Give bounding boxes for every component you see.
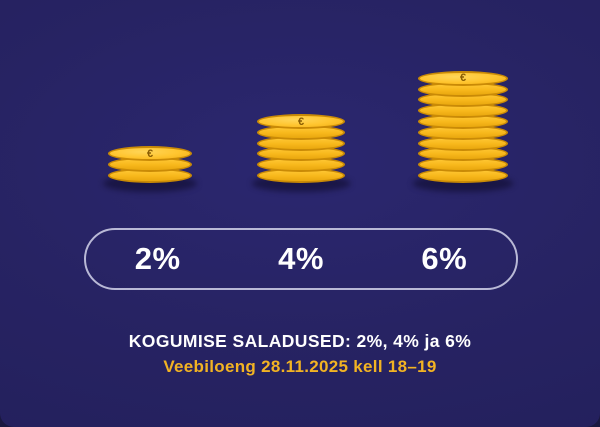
coin-stacks-illustration: € € € [0, 0, 600, 205]
coin-stack: € [102, 146, 198, 192]
coin-top: € [108, 146, 192, 162]
coin-top: € [257, 114, 345, 129]
rate-value-1: 2% [134, 241, 181, 276]
contribution-rates-pill: 2% 4% 6% [84, 228, 518, 290]
headline-text: KOGUMISE SALADUSED: 2%, 4% ja 6% [128, 331, 472, 351]
euro-symbol-icon: € [297, 115, 305, 128]
euro-symbol-icon: € [146, 147, 154, 160]
coin-top: € [418, 70, 508, 86]
euro-symbol-icon: € [459, 72, 467, 85]
coin-stack: € [412, 70, 514, 192]
rate-value-2: 4% [278, 241, 324, 276]
caption-block: KOGUMISE SALADUSED: 2%, 4% ja 6% Veebilo… [0, 330, 600, 378]
subline-text: Veebiloeng 28.11.2025 kell 18–19 [163, 357, 437, 376]
rate-value-3: 6% [421, 241, 468, 276]
coin-stack: € [251, 114, 351, 192]
